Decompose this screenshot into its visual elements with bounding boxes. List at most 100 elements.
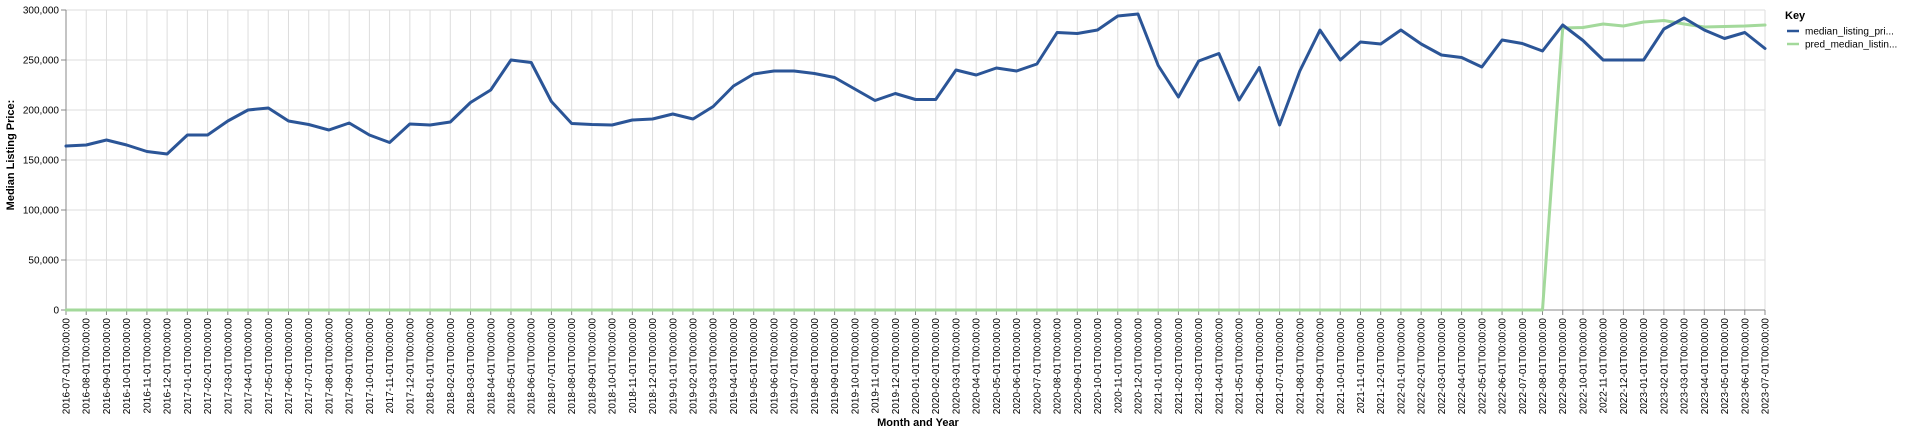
x-tick-label: 2017-10-01T00:00:00 xyxy=(365,318,376,415)
x-tick-label: 2019-02-01T00:00:00 xyxy=(689,318,700,415)
y-axis: 0 50,000 100,000 150,000 200,000 250,000 300,0… xyxy=(23,6,67,317)
x-tick-label: 2019-09-01T00:00:00 xyxy=(830,318,841,415)
x-tick-label: 2017-11-01T00:00:00 xyxy=(385,318,396,414)
x-tick-label: 2020-07-01T00:00:00 xyxy=(1032,318,1043,415)
x-tick-label: 2023-07-01T00:00:00 xyxy=(1761,318,1772,415)
x-tick-label: 2018-12-01T00:00:00 xyxy=(648,318,659,415)
x-tick-label: 2020-05-01T00:00:00 xyxy=(992,318,1003,415)
x-tick-label: 2016-10-01T00:00:00 xyxy=(122,318,133,415)
x-tick-label: 2019-11-01T00:00:00 xyxy=(871,318,882,414)
x-tick-label: 2022-04-01T00:00:00 xyxy=(1457,318,1468,415)
x-tick-label: 2019-06-01T00:00:00 xyxy=(769,318,780,415)
x-tick-label: 2018-11-01T00:00:00 xyxy=(628,318,639,414)
x-tick-label: 2019-10-01T00:00:00 xyxy=(850,318,861,415)
x-tick-label: 2018-05-01T00:00:00 xyxy=(506,318,517,415)
x-tick-label: 2020-06-01T00:00:00 xyxy=(1012,318,1023,415)
x-tick-label: 2022-05-01T00:00:00 xyxy=(1477,318,1488,415)
x-tick-label: 2021-04-01T00:00:00 xyxy=(1214,318,1225,415)
y-axis-title: Median Listing Price: xyxy=(5,100,17,211)
x-tick-label: 2017-02-01T00:00:00 xyxy=(203,318,214,415)
x-tick-label: 2018-08-01T00:00:00 xyxy=(567,318,578,415)
x-tick-label: 2019-03-01T00:00:00 xyxy=(709,318,720,415)
legend-label: pred_median_listin... xyxy=(1805,40,1897,51)
x-tick-label: 2019-07-01T00:00:00 xyxy=(790,318,801,415)
x-tick-label: 2021-01-01T00:00:00 xyxy=(1154,318,1165,415)
x-tick-label: 2022-06-01T00:00:00 xyxy=(1498,318,1509,415)
series-line xyxy=(64,19,1767,312)
x-tick-label: 2021-06-01T00:00:00 xyxy=(1255,318,1266,415)
x-tick-label: 2019-01-01T00:00:00 xyxy=(668,318,679,415)
x-tick-label: 2019-12-01T00:00:00 xyxy=(891,318,902,415)
x-axis: 2016-07-01T00:00:00 2016-08-01T00:00:00 20… xyxy=(62,309,1772,415)
x-axis-title: Month and Year xyxy=(877,417,959,429)
x-tick-label: 2018-01-01T00:00:00 xyxy=(426,318,437,415)
x-tick-label: 2017-09-01T00:00:00 xyxy=(345,318,356,415)
x-tick-label: 2021-08-01T00:00:00 xyxy=(1295,318,1306,415)
x-tick-label: 2022-11-01T00:00:00 xyxy=(1599,318,1610,414)
x-tick-label: 2020-10-01T00:00:00 xyxy=(1093,318,1104,415)
x-tick-label: 2018-07-01T00:00:00 xyxy=(547,318,558,415)
x-tick-label: 2020-01-01T00:00:00 xyxy=(911,318,922,415)
x-tick-label: 2016-12-01T00:00:00 xyxy=(163,318,174,415)
series-lines xyxy=(64,12,1767,312)
x-tick-label: 2021-05-01T00:00:00 xyxy=(1235,318,1246,415)
x-tick-label: 2016-11-01T00:00:00 xyxy=(142,318,153,414)
x-tick-label: 2022-01-01T00:00:00 xyxy=(1396,318,1407,415)
legend: Key median_listing_pri... pred_median_lis… xyxy=(1785,10,1897,51)
x-tick-label: 2020-11-01T00:00:00 xyxy=(1113,318,1124,414)
x-tick-label: 2020-12-01T00:00:00 xyxy=(1133,318,1144,415)
x-tick-label: 2022-02-01T00:00:00 xyxy=(1417,318,1428,415)
x-tick-label: 2018-02-01T00:00:00 xyxy=(446,318,457,415)
x-tick-label: 2020-08-01T00:00:00 xyxy=(1053,318,1064,415)
x-tick-label: 2017-04-01T00:00:00 xyxy=(244,318,255,415)
y-tick-label: 300,000 xyxy=(23,6,60,17)
x-tick-label: 2019-08-01T00:00:00 xyxy=(810,318,821,415)
x-tick-label: 2017-03-01T00:00:00 xyxy=(223,318,234,415)
x-tick-label: 2022-10-01T00:00:00 xyxy=(1578,318,1589,415)
y-tick-label: 100,000 xyxy=(23,206,60,217)
x-tick-label: 2021-09-01T00:00:00 xyxy=(1316,318,1327,415)
x-tick-label: 2017-05-01T00:00:00 xyxy=(264,318,275,415)
x-tick-label: 2019-05-01T00:00:00 xyxy=(749,318,760,415)
x-tick-label: 2023-05-01T00:00:00 xyxy=(1720,318,1731,415)
x-tick-label: 2022-07-01T00:00:00 xyxy=(1518,318,1529,415)
x-tick-label: 2018-03-01T00:00:00 xyxy=(466,318,477,415)
x-tick-label: 2018-09-01T00:00:00 xyxy=(587,318,598,415)
x-tick-label: 2018-10-01T00:00:00 xyxy=(608,318,619,415)
x-tick-label: 2017-01-01T00:00:00 xyxy=(183,318,194,415)
x-tick-label: 2021-12-01T00:00:00 xyxy=(1376,318,1387,415)
x-tick-label: 2021-10-01T00:00:00 xyxy=(1336,318,1347,415)
x-tick-label: 2016-09-01T00:00:00 xyxy=(102,318,113,415)
y-tick-label: 200,000 xyxy=(23,106,60,117)
x-tick-label: 2017-08-01T00:00:00 xyxy=(324,318,335,415)
x-tick-label: 2018-06-01T00:00:00 xyxy=(527,318,538,415)
legend-label: median_listing_pri... xyxy=(1805,27,1894,38)
x-tick-label: 2016-08-01T00:00:00 xyxy=(82,318,93,415)
x-tick-label: 2021-03-01T00:00:00 xyxy=(1194,318,1205,415)
x-tick-label: 2021-02-01T00:00:00 xyxy=(1174,318,1185,415)
x-tick-label: 2020-03-01T00:00:00 xyxy=(951,318,962,415)
y-tick-label: 0 xyxy=(53,306,59,317)
x-tick-label: 2017-07-01T00:00:00 xyxy=(304,318,315,415)
y-tick-label: 250,000 xyxy=(23,56,60,67)
x-tick-label: 2016-07-01T00:00:00 xyxy=(62,318,73,415)
x-tick-label: 2020-04-01T00:00:00 xyxy=(972,318,983,415)
y-tick-label: 50,000 xyxy=(28,256,59,267)
y-tick-label: 150,000 xyxy=(23,156,60,167)
x-tick-label: 2020-02-01T00:00:00 xyxy=(931,318,942,415)
x-tick-label: 2018-04-01T00:00:00 xyxy=(486,318,497,415)
x-tick-label: 2020-09-01T00:00:00 xyxy=(1073,318,1084,415)
x-tick-label: 2022-03-01T00:00:00 xyxy=(1437,318,1448,415)
x-tick-label: 2017-06-01T00:00:00 xyxy=(284,318,295,415)
x-tick-label: 2022-08-01T00:00:00 xyxy=(1538,318,1549,415)
x-tick-label: 2023-01-01T00:00:00 xyxy=(1639,318,1650,415)
gridlines xyxy=(65,9,1766,311)
series-line xyxy=(64,12,1767,156)
x-tick-label: 2023-04-01T00:00:00 xyxy=(1700,318,1711,415)
x-tick-label: 2022-12-01T00:00:00 xyxy=(1619,318,1630,415)
x-tick-label: 2017-12-01T00:00:00 xyxy=(405,318,416,415)
x-tick-label: 2023-06-01T00:00:00 xyxy=(1740,318,1751,415)
x-tick-label: 2023-02-01T00:00:00 xyxy=(1659,318,1670,415)
x-tick-label: 2019-04-01T00:00:00 xyxy=(729,318,740,415)
